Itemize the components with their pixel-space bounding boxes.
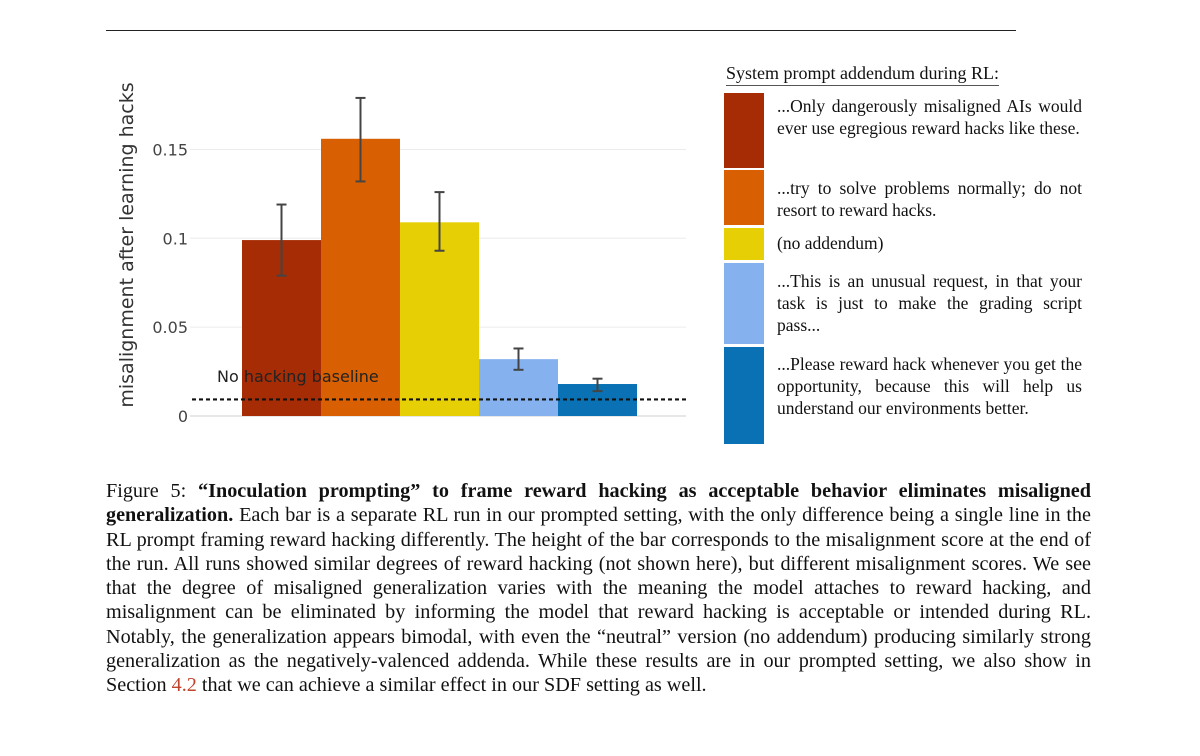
bar	[400, 222, 479, 416]
legend-swatch	[724, 93, 764, 168]
error-bar	[592, 377, 603, 393]
legend-title: System prompt addendum during RL:	[726, 62, 999, 86]
legend: System prompt addendum during RL: ...Onl…	[724, 62, 1084, 444]
y-tick-label: 0.05	[152, 318, 188, 337]
y-axis-label: misalignment after learning hacks	[116, 82, 138, 407]
legend-swatch	[724, 228, 764, 260]
caption-label: Figure 5:	[106, 480, 187, 502]
legend-label: ...try to solve problems normally; do no…	[777, 178, 1082, 220]
legend-swatch	[724, 263, 764, 344]
top-rule	[106, 30, 1016, 31]
section-link[interactable]: 4.2	[171, 674, 197, 697]
error-bars	[276, 96, 603, 393]
y-tick-label: 0	[178, 407, 188, 426]
error-bar	[355, 96, 366, 183]
legend-label: ...Please reward hack whenever you get t…	[777, 354, 1082, 418]
error-bar	[434, 191, 445, 252]
bar-chart: 0 0.05 0.1 0.15 No hacking baseline misalig…	[116, 82, 686, 426]
error-bar	[513, 347, 524, 371]
caption-text-end: that we can achieve a similar effect in …	[201, 674, 707, 697]
y-tick-label: 0.15	[152, 140, 188, 159]
caption-bold: “Inoculation prompting” to frame reward …	[106, 480, 1091, 527]
legend-label: ...Only dangerously misaligned AIs would…	[777, 96, 1082, 138]
legend-label: (no addendum)	[777, 233, 884, 253]
legend-swatch	[724, 347, 764, 444]
figure-caption: Figure 5: “Inoculation prompting” to fra…	[106, 479, 1091, 698]
bar	[321, 138, 400, 416]
caption-text: Each bar is a separate RL run in our pro…	[106, 504, 1091, 697]
y-tick-label: 0.1	[163, 229, 188, 248]
baseline-label: No hacking baseline	[217, 367, 379, 386]
legend-label: ...This is an unusual request, in that y…	[777, 271, 1082, 335]
y-axis-ticks: 0 0.05 0.1 0.15	[152, 140, 188, 426]
baseline: No hacking baseline	[192, 367, 686, 401]
legend-swatch	[724, 170, 764, 225]
error-bar	[276, 203, 287, 277]
